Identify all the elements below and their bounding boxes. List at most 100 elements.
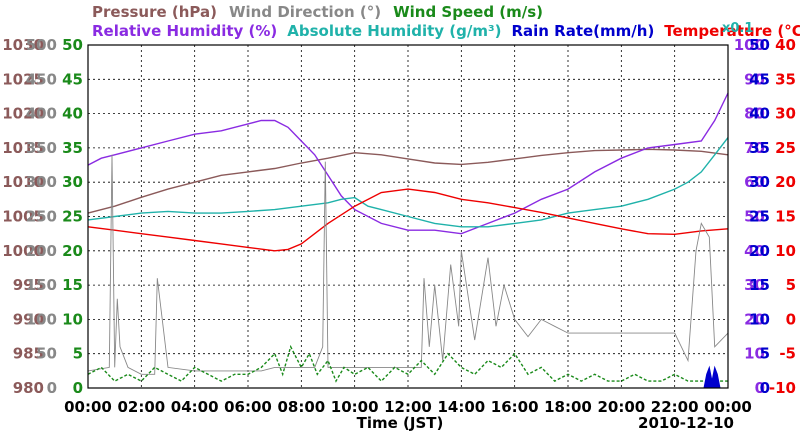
y-tick-temperature-c: 5 xyxy=(786,276,796,294)
y-tick-relative-humidity: 0 xyxy=(755,379,765,397)
y-tick-relative-humidity: 20 xyxy=(744,310,765,328)
y-tick-temperature-c: 30 xyxy=(775,105,796,123)
y-tick-wind-direction: 200 xyxy=(26,242,57,260)
y-tick-temperature-c: 40 xyxy=(775,36,796,54)
y-tick-relative-humidity: 80 xyxy=(744,105,765,123)
y-tick-relative-humidity: 60 xyxy=(744,173,765,191)
legend-wind-direction: Wind Direction (°) xyxy=(229,3,381,21)
y-tick-wind-speed-m-s: 15 xyxy=(62,276,83,294)
x-tick-label: 02:00 xyxy=(117,398,165,416)
legend-absolute-humidity-g-m: Absolute Humidity (g/m³) xyxy=(287,22,501,40)
y-tick-rain-rate-mm-h: 0 xyxy=(760,379,770,397)
y-tick-relative-humidity: 50 xyxy=(744,208,765,226)
y-tick-relative-humidity: 30 xyxy=(744,276,765,294)
y-tick-wind-direction: 450 xyxy=(26,70,57,88)
y-axes: 9809859909951000100510101015102010251030… xyxy=(2,36,796,397)
y-tick-pressure-hpa: 1015 xyxy=(2,139,44,157)
legend-temperature-c: Temperature (°C) xyxy=(664,22,800,40)
y-tick-wind-speed-m-s: 20 xyxy=(62,242,83,260)
legend-relative-humidity: Relative Humidity (%) xyxy=(92,22,277,40)
y-tick-temperature-c: -10 xyxy=(769,379,796,397)
y-tick-wind-speed-m-s: 5 xyxy=(73,345,83,363)
y-tick-temperature-c: 10 xyxy=(775,242,796,260)
y-tick-pressure-hpa: 995 xyxy=(13,276,44,294)
series-absolute-humidity-g-m xyxy=(87,137,729,228)
y-tick-wind-direction: 150 xyxy=(26,276,57,294)
x-tick-label: 12:00 xyxy=(384,398,432,416)
y-tick-wind-direction: 50 xyxy=(36,345,57,363)
y-tick-wind-direction: 0 xyxy=(47,379,57,397)
legend-pressure-hpa: Pressure (hPa) xyxy=(92,3,217,21)
y-tick-pressure-hpa: 1030 xyxy=(2,36,44,54)
y-tick-temperature-c: 35 xyxy=(775,70,796,88)
y-tick-rain-rate-mm-h: 35 xyxy=(749,139,770,157)
x-tick-label: 22:00 xyxy=(651,398,699,416)
y-tick-wind-speed-m-s: 45 xyxy=(62,70,83,88)
x-tick-label: 00:00 xyxy=(64,398,112,416)
series-relative-humidity xyxy=(87,92,729,235)
y-tick-wind-direction: 350 xyxy=(26,139,57,157)
x-tick-label: 04:00 xyxy=(171,398,219,416)
y-tick-relative-humidity: 90 xyxy=(744,70,765,88)
y-tick-temperature-c: 0 xyxy=(786,310,796,328)
y-tick-rain-rate-mm-h: 50 xyxy=(749,36,770,54)
y-tick-wind-direction: 100 xyxy=(26,310,57,328)
series-layer xyxy=(87,92,729,389)
y-tick-wind-speed-m-s: 40 xyxy=(62,105,83,123)
legend-rain-rate-mm-h: Rain Rate(mm/h) xyxy=(511,22,654,40)
x-tick-label: 00:00 xyxy=(704,398,752,416)
y-tick-relative-humidity: 100 xyxy=(734,36,765,54)
y-tick-wind-speed-m-s: 30 xyxy=(62,173,83,191)
legend-wind-speed-m-s: Wind Speed (m/s) xyxy=(393,3,543,21)
y-tick-wind-direction: 300 xyxy=(26,173,57,191)
y-tick-pressure-hpa: 990 xyxy=(13,310,44,328)
y-tick-pressure-hpa: 1025 xyxy=(2,70,44,88)
y-tick-temperature-c: 25 xyxy=(775,139,796,157)
abs-humidity-scale-label: x0.1 xyxy=(722,21,753,36)
y-tick-pressure-hpa: 1010 xyxy=(2,173,44,191)
y-tick-wind-speed-m-s: 35 xyxy=(62,139,83,157)
legend: Pressure (hPa) Wind Direction (°) Wind Spe… xyxy=(92,3,800,40)
y-tick-relative-humidity: 70 xyxy=(744,139,765,157)
y-tick-wind-speed-m-s: 50 xyxy=(62,36,83,54)
y-tick-pressure-hpa: 980 xyxy=(13,379,44,397)
y-tick-wind-speed-m-s: 25 xyxy=(62,208,83,226)
y-tick-rain-rate-mm-h: 45 xyxy=(749,70,770,88)
y-tick-rain-rate-mm-h: 30 xyxy=(749,173,770,191)
y-tick-pressure-hpa: 1020 xyxy=(2,105,44,123)
x-tick-label: 08:00 xyxy=(277,398,325,416)
y-tick-wind-speed-m-s: 10 xyxy=(62,310,83,328)
y-tick-pressure-hpa: 985 xyxy=(13,345,44,363)
x-tick-label: 18:00 xyxy=(544,398,592,416)
x-axis: 00:00 02:00 04:00 06:00 08:00 10:00 12:00 14:00… xyxy=(64,398,752,432)
y-tick-wind-direction: 500 xyxy=(26,36,57,54)
y-tick-rain-rate-mm-h: 15 xyxy=(749,276,770,294)
y-tick-rain-rate-mm-h: 5 xyxy=(760,345,770,363)
date-label: 2010-12-10 xyxy=(638,414,734,432)
x-tick-label: 06:00 xyxy=(224,398,272,416)
x-tick-label: 16:00 xyxy=(491,398,539,416)
series-pressure-hpa xyxy=(87,148,729,214)
y-tick-rain-rate-mm-h: 10 xyxy=(749,310,770,328)
series-temperature-c xyxy=(87,188,729,252)
y-tick-pressure-hpa: 1005 xyxy=(2,208,44,226)
x-tick-label: 20:00 xyxy=(597,398,645,416)
y-tick-wind-speed-m-s: 0 xyxy=(73,379,83,397)
series-wind-direction xyxy=(87,154,729,375)
x-tick-label: 10:00 xyxy=(331,398,379,416)
y-tick-rain-rate-mm-h: 40 xyxy=(749,105,770,123)
y-tick-temperature-c: 15 xyxy=(775,208,796,226)
x-axis-title: Time (JST) xyxy=(357,414,444,432)
y-tick-relative-humidity: 40 xyxy=(744,242,765,260)
y-tick-wind-direction: 400 xyxy=(26,105,57,123)
plot-frame xyxy=(87,44,729,389)
series-rain-rate-mm-h xyxy=(701,365,723,389)
y-tick-wind-direction: 250 xyxy=(26,208,57,226)
y-tick-pressure-hpa: 1000 xyxy=(2,242,44,260)
x-tick-label: 14:00 xyxy=(437,398,485,416)
y-tick-relative-humidity: 10 xyxy=(744,345,765,363)
y-tick-temperature-c: -5 xyxy=(779,345,796,363)
y-tick-rain-rate-mm-h: 25 xyxy=(749,208,770,226)
y-tick-rain-rate-mm-h: 20 xyxy=(749,242,770,260)
